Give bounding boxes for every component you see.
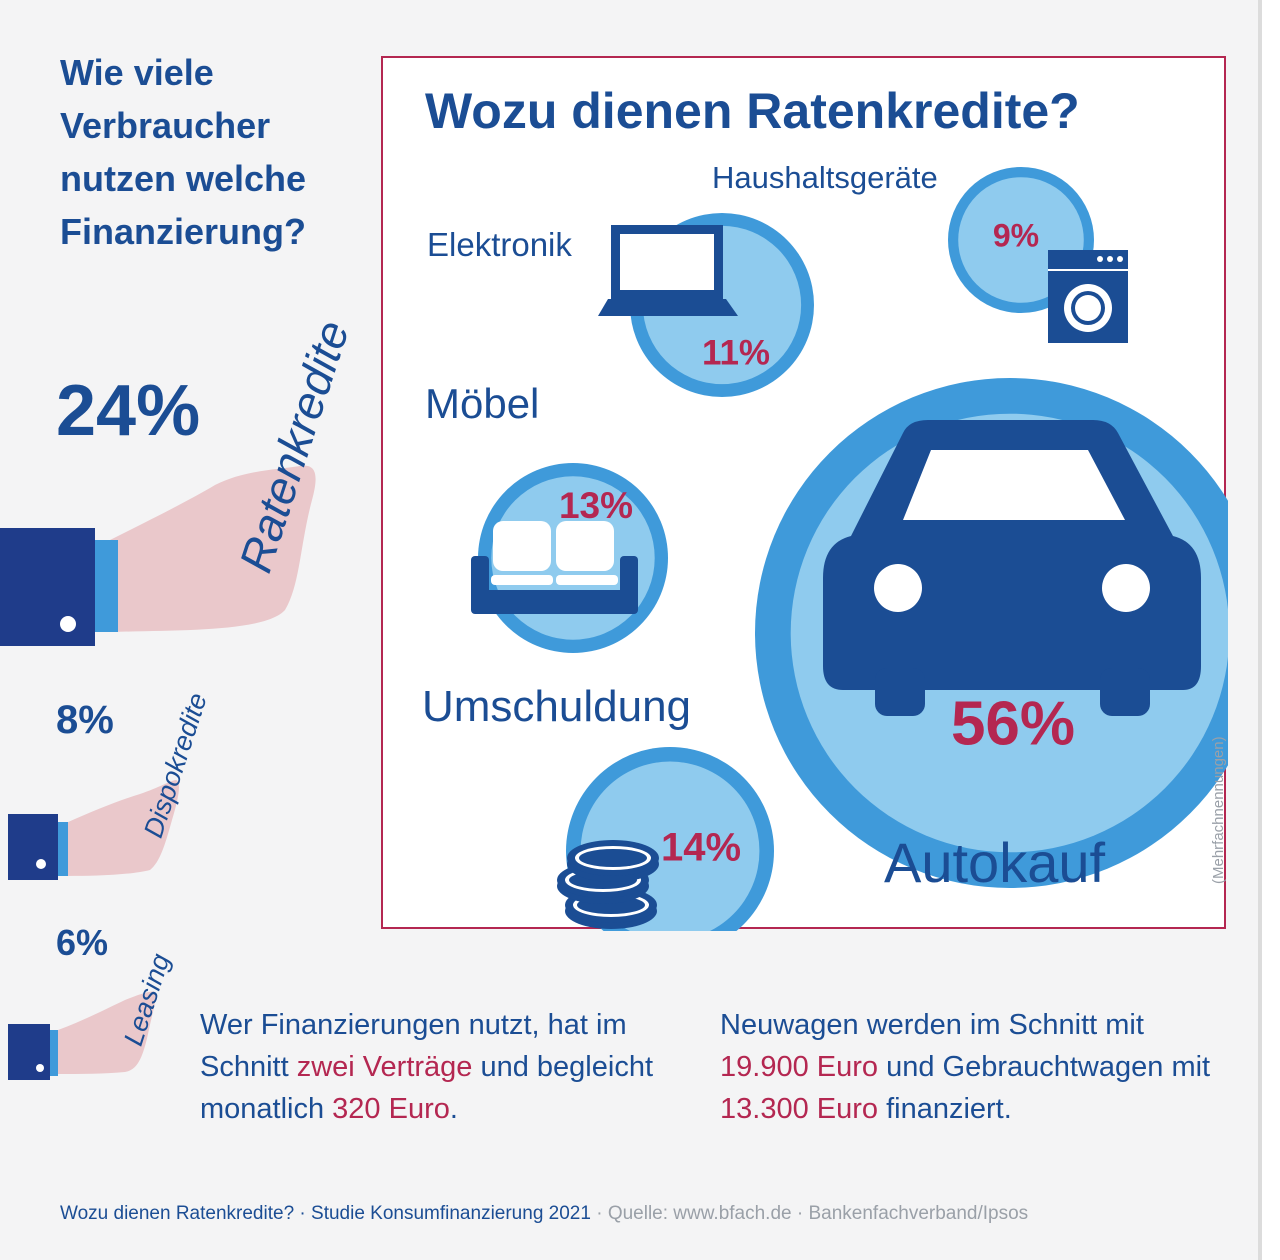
car-icon <box>823 420 1201 716</box>
sofa-icon <box>471 521 638 614</box>
left-question: Wie viele Verbraucher nutzen welche Fina… <box>60 52 307 252</box>
hand-icon <box>8 780 179 880</box>
note-left-highlight-2: 320 Euro <box>332 1093 450 1125</box>
chart-title: Wozu dienen Ratenkredite? <box>425 83 1080 139</box>
note-left-text-1: Wer Finanzierungen nutzt, hat im Schnitt <box>200 1009 627 1083</box>
footer-study: Wozu dienen Ratenkredite? · Studie Konsu… <box>60 1203 591 1224</box>
category-label-umschuldung: Umschuldung <box>422 682 692 731</box>
category-label-elektronik: Elektronik <box>427 226 572 263</box>
note-right-text-1: Neuwagen werden im Schnitt mit <box>720 1009 1144 1041</box>
ratenkredite-percent: 24% <box>56 371 201 451</box>
laptop-icon <box>598 225 738 316</box>
hand-icon <box>0 465 316 646</box>
leasing-percent: 6% <box>56 922 109 963</box>
hand-icon <box>8 991 156 1080</box>
note-right-text-3: finanziert. <box>878 1093 1012 1125</box>
category-label-moebel: Möbel <box>425 380 540 427</box>
page-edge <box>1262 0 1280 1260</box>
page-edge-line <box>1258 0 1262 1260</box>
note-right-text-2: und Gebrauchtwagen mit <box>878 1051 1211 1083</box>
washing-machine-icon <box>1048 250 1128 343</box>
note-left-text-2: und begleicht monatlich <box>200 1051 654 1125</box>
category-label-haushaltsgeraete: Haushaltsgeräte <box>712 160 938 195</box>
note-right: Neuwagen werden im Schnitt mit 19.900 Eu… <box>720 1004 1240 1130</box>
bubble-value-elektronik: 11% <box>702 333 770 372</box>
note-left-highlight-1: zwei Verträge <box>296 1051 473 1083</box>
footer-source: · Quelle: www.bfach.de · Bankenfachverba… <box>590 1203 1029 1224</box>
chart-panel: 56% 14% 13% 11% 9% <box>381 56 1228 931</box>
bubble-value-umschuldung: 14% <box>661 826 741 870</box>
note-right-highlight-2: 13.300 Euro <box>720 1093 879 1125</box>
note-right-highlight-1: 19.900 Euro <box>720 1051 879 1083</box>
note-left-text-3: . <box>449 1093 458 1125</box>
category-label-autokauf: Autokauf <box>884 831 1106 894</box>
hands-illustration <box>0 465 316 1080</box>
bubble-value-autokauf: 56% <box>951 689 1075 758</box>
footer: Wozu dienen Ratenkredite? · Studie Konsu… <box>60 1203 1028 1225</box>
footnote-mehrfachnennungen: (Mehrfachnennungen) <box>1210 736 1227 884</box>
bubble-value-moebel: 13% <box>559 485 633 526</box>
dispokredite-percent: 8% <box>56 698 114 742</box>
bubble-value-haushaltsgeraete: 9% <box>993 217 1039 253</box>
bubble-chart: 56% 14% 13% 11% 9% <box>471 167 1228 931</box>
note-left: Wer Finanzierungen nutzt, hat im Schnitt… <box>200 1004 680 1130</box>
coins-icon <box>557 840 659 929</box>
